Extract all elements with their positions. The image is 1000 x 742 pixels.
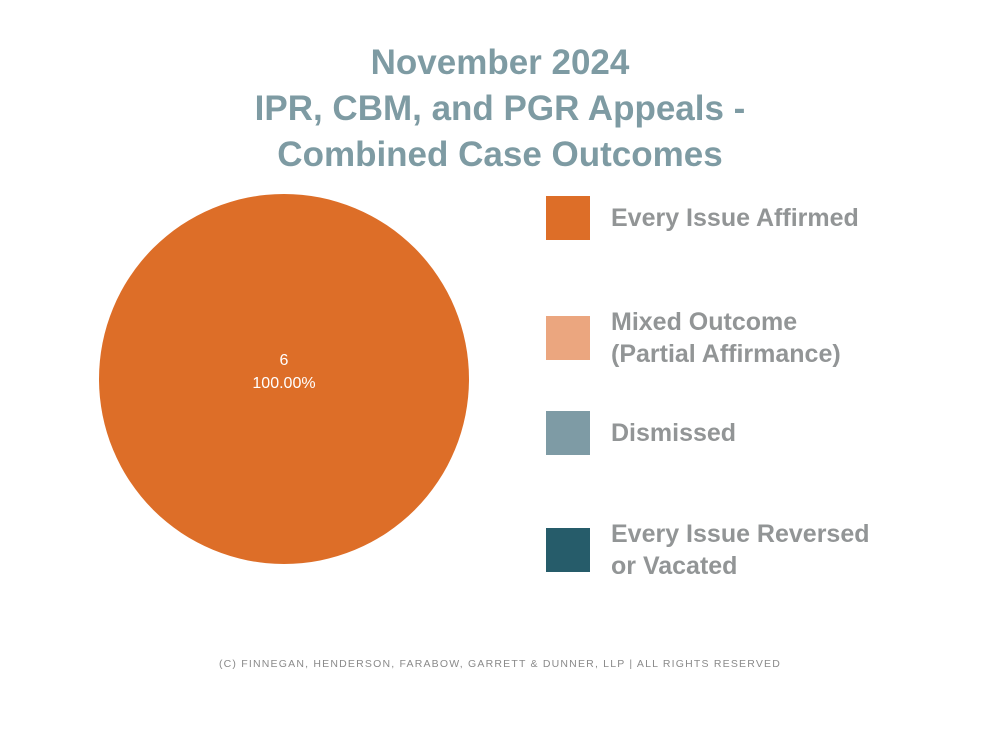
legend-label: Every Issue Affirmed [611,204,859,232]
legend-item-mixed: Mixed Outcome (Partial Affirmance) [546,306,841,370]
title-line-3: Combined Case Outcomes [277,135,723,174]
data-label-percent: 100.00% [252,375,315,392]
legend-item-dismissed: Dismissed [546,411,736,455]
pie-slice [99,194,469,564]
title-line-2: IPR, CBM, and PGR Appeals - [254,89,746,128]
data-label-count: 6 [280,352,289,369]
title-line-1: November 2024 [370,43,630,82]
legend-label: Every Issue Reversed or Vacated [611,520,870,580]
chart-title: November 2024 IPR, CBM, and PGR Appeals … [0,40,1000,178]
legend-item-reversed: Every Issue Reversed or Vacated [546,518,870,582]
copyright-footer: (c) Finnegan, Henderson, Farabow, Garret… [218,658,782,670]
legend-swatch [546,316,590,360]
legend-swatch [546,411,590,455]
legend-item-affirmed: Every Issue Affirmed [546,196,859,240]
legend-label: Dismissed [611,419,737,447]
legend-swatch [546,528,590,572]
legend-label: Mixed Outcome (Partial Affirmance) [611,308,841,368]
legend-swatch [546,196,590,240]
